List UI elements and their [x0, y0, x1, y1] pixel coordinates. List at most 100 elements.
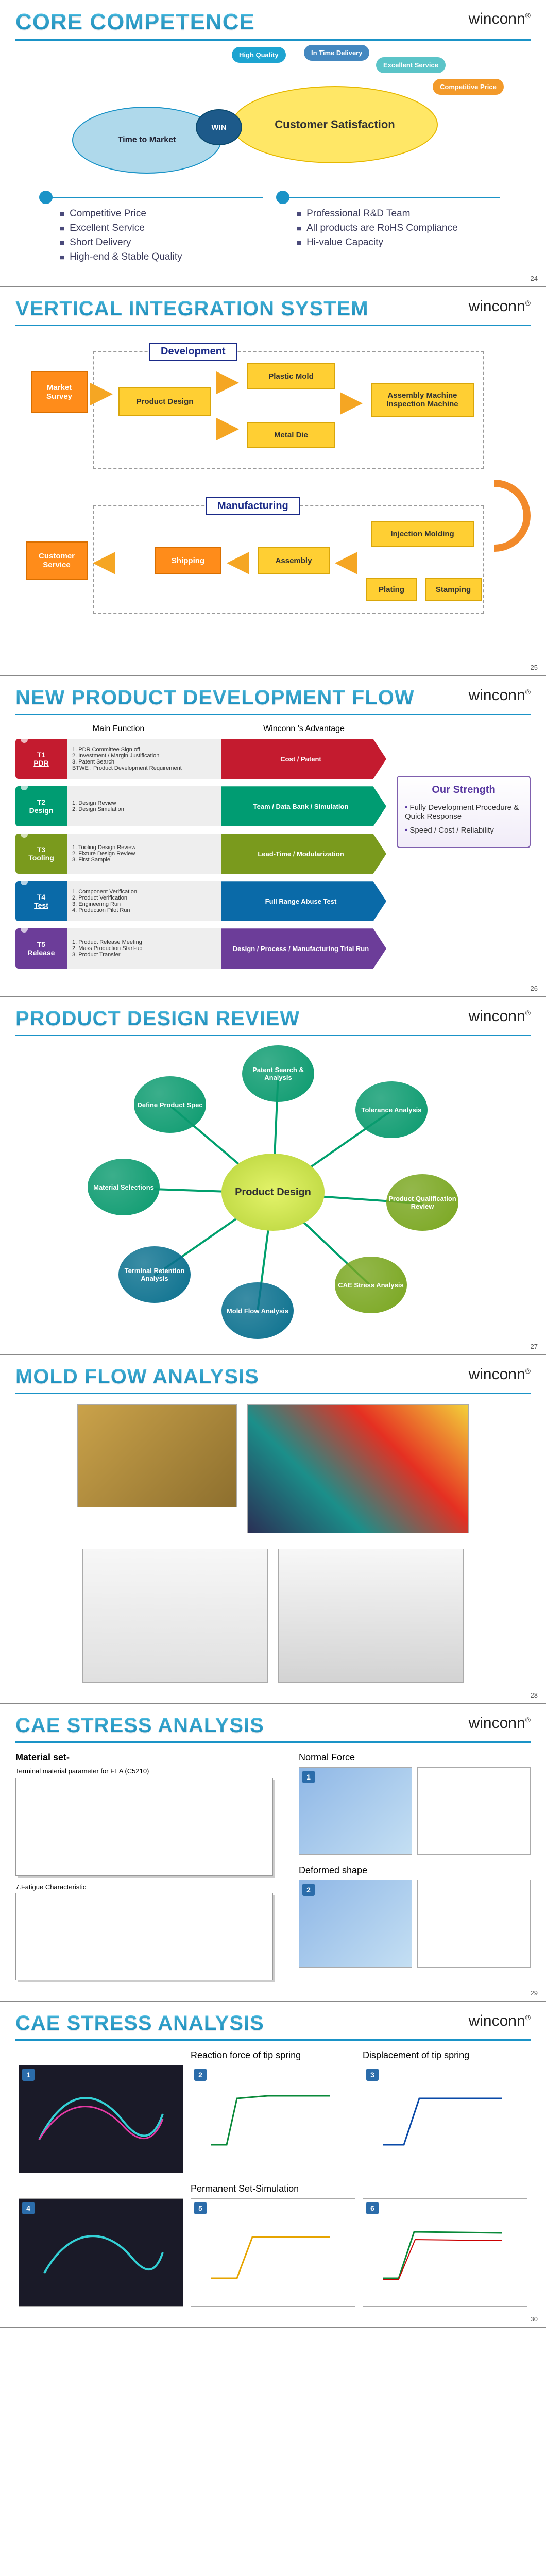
slide-vertical-integration: VERTICAL INTEGRATION SYSTEM winconn® Dev… [0, 287, 546, 676]
fatigue-chart [15, 1893, 273, 1980]
phase-advantage: Design / Process / Manufacturing Trial R… [221, 928, 386, 969]
phase-row: T2Design1. Design Review2. Design Simula… [15, 786, 386, 826]
phase-items: 1. Product Release Meeting2. Mass Produc… [67, 928, 221, 969]
brand-logo: winconn® [469, 687, 531, 704]
page-number: 25 [531, 664, 538, 671]
box-injection: Injection Molding [371, 521, 474, 547]
divider [15, 2039, 531, 2041]
list-item: Competitive Price [60, 208, 263, 219]
list-item: Excellent Service [60, 223, 263, 234]
phase-tab: T4Test [15, 881, 67, 921]
spoke-node: CAE Stress Analysis [335, 1257, 407, 1313]
spoke-node: Material Selections [88, 1159, 160, 1215]
strength-box: Our Strength Fully Development Procedure… [397, 776, 531, 848]
deformed-plot [417, 1880, 531, 1968]
col-head-main: Main Function [15, 724, 221, 734]
slide-cae-1: CAE STRESS ANALYSIS winconn® Material se… [0, 1704, 546, 2002]
phase-tab: T3Tooling [15, 834, 67, 874]
phase-row: T5Release1. Product Release Meeting2. Ma… [15, 928, 386, 969]
list-item: Short Delivery [60, 237, 263, 248]
brand-logo: winconn® [469, 1008, 531, 1025]
slide-core-competence: CORE COMPETENCE winconn® Time to Market … [0, 0, 546, 287]
slide-title: MOLD FLOW ANALYSIS [15, 1366, 259, 1387]
phase-items: 1. Design Review2. Design Simulation [67, 786, 221, 826]
mold-img-3 [82, 1549, 268, 1683]
phase-items: 1. PDR Committee Sign off2. Investment /… [67, 739, 221, 779]
spoke-node: Define Product Spec [134, 1076, 206, 1133]
normal-force-img: 1 [299, 1767, 412, 1855]
deformed-img: 2 [299, 1880, 412, 1968]
cap2: Reaction force of tip spring [191, 2050, 355, 2061]
deformed-label: Deformed shape [299, 1865, 531, 1876]
divider [15, 39, 531, 41]
box-shipping: Shipping [155, 547, 221, 574]
slide-title: PRODUCT DESIGN REVIEW [15, 1008, 300, 1029]
spoke-node: Patent Search & Analysis [242, 1045, 314, 1102]
phase-tab: T5Release [15, 928, 67, 969]
flowchart: Development Market Survey Product Design… [15, 335, 531, 655]
list-item: Hi-value Capacity [297, 237, 500, 248]
brand-logo: winconn® [469, 1366, 531, 1383]
divider [15, 325, 531, 326]
slide-title: NEW PRODUCT DEVELOPMENT FLOW [15, 687, 415, 708]
divider [15, 1393, 531, 1394]
list-item: All products are RoHS Compliance [297, 223, 500, 234]
divider [15, 1741, 531, 1743]
brand-logo: winconn® [469, 1715, 531, 1732]
slide-title: CAE STRESS ANALYSIS [15, 1715, 264, 1736]
phase-row: T4Test1. Component Verification2. Produc… [15, 881, 386, 921]
page-number: 28 [531, 1691, 538, 1699]
list-item: Professional R&D Team [297, 208, 500, 219]
mold-img-2 [247, 1404, 469, 1533]
material-table [15, 1778, 273, 1876]
bubble-price: Competitive Price [433, 79, 504, 95]
phase-items: 1. Tooling Design Review2. Fixture Desig… [67, 834, 221, 874]
right-bullets: Professional R&D Team All products are R… [283, 197, 500, 266]
strength-item: Speed / Cost / Reliability [405, 826, 522, 835]
divider [15, 1035, 531, 1036]
hub-product-design: Product Design [221, 1154, 325, 1231]
cae-img-1: 1 [19, 2065, 183, 2173]
phase-row: T3Tooling1. Tooling Design Review2. Fixt… [15, 834, 386, 874]
venn-diagram: Time to Market Customer Satisfaction WIN… [15, 50, 531, 184]
spoke-node: Product Qualification Review [386, 1174, 458, 1231]
phase-tab: T1PDR [15, 739, 67, 779]
fatigue-label: 7.Fatigue Characteristic [15, 1883, 283, 1891]
brand-logo: winconn® [469, 10, 531, 28]
ellipse-win: WIN [196, 109, 242, 145]
slide-npd-flow: NEW PRODUCT DEVELOPMENT FLOW winconn® Ma… [0, 676, 546, 997]
mold-img-4 [278, 1549, 464, 1683]
material-title: Material set- [15, 1752, 283, 1763]
slide-title: CORE COMPETENCE [15, 10, 255, 34]
cae-img-4: 4 [19, 2198, 183, 2307]
page-number: 29 [531, 1989, 538, 1997]
spoke-node: Terminal Retention Analysis [118, 1246, 191, 1303]
brand-logo: winconn® [469, 298, 531, 315]
mold-img-1 [77, 1404, 237, 1507]
page-number: 30 [531, 2315, 538, 2323]
phase-advantage: Cost / Patent [221, 739, 386, 779]
material-sub: Terminal material parameter for FEA (C52… [15, 1767, 283, 1775]
phase-table: Main Function Winconn 's Advantage T1PDR… [15, 724, 386, 976]
cae-img-6: 6 [363, 2198, 527, 2307]
brand-logo: winconn® [469, 2012, 531, 2030]
bubble-excellent: Excellent Service [376, 57, 446, 73]
label-development: Development [149, 343, 237, 361]
slide-title: VERTICAL INTEGRATION SYSTEM [15, 298, 369, 319]
phase-advantage: Lead-Time / Modularization [221, 834, 386, 874]
cae-img-3: 3 [363, 2065, 527, 2173]
page-number: 24 [531, 275, 538, 282]
bubble-high-quality: High Quality [232, 47, 286, 63]
curve-arrow [494, 480, 531, 552]
cap3: Displacement of tip spring [363, 2050, 527, 2061]
curve-plot [34, 2083, 168, 2155]
slide-design-review: PRODUCT DESIGN REVIEW winconn® Product D… [0, 997, 546, 1355]
slide-mold-flow: MOLD FLOW ANALYSIS winconn® 28 [0, 1355, 546, 1704]
spoke-node: Mold Flow Analysis [221, 1282, 294, 1339]
box-market-survey: Market Survey [31, 371, 88, 413]
box-customer-service: Customer Service [26, 541, 88, 580]
box-stamping: Stamping [425, 578, 482, 601]
left-bullets: Competitive Price Excellent Service Shor… [46, 197, 263, 266]
bubble-in-time: In Time Delivery [304, 45, 369, 61]
phase-items: 1. Component Verification2. Product Veri… [67, 881, 221, 921]
